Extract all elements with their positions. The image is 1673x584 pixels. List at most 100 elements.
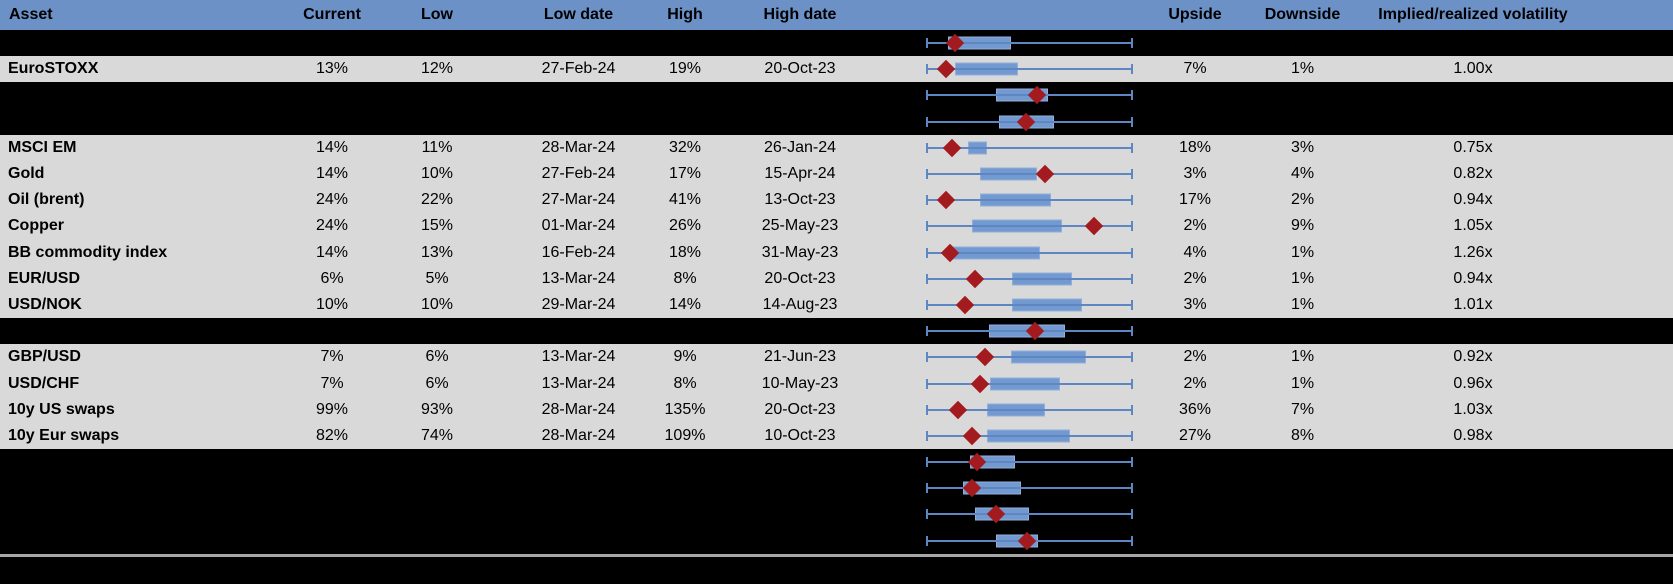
low-date-cell[interactable]: 16-Feb-24 — [541, 243, 616, 261]
high-cell[interactable]: 19% — [668, 60, 702, 78]
col-header-high-date[interactable]: High date — [763, 6, 837, 23]
upside-cell[interactable]: 2% — [1183, 348, 1207, 366]
current-cell[interactable]: 13% — [315, 60, 349, 78]
high-cell[interactable]: 26% — [668, 217, 702, 235]
low-date-cell[interactable]: 28-Mar-24 — [541, 426, 616, 444]
high-date-cell[interactable]: 14-Aug-23 — [762, 295, 838, 313]
hidden-row[interactable] — [0, 527, 1673, 554]
high-date-cell[interactable]: 26-Jan-24 — [763, 138, 837, 156]
hidden-row[interactable] — [0, 318, 1673, 345]
low-cell[interactable]: 6% — [425, 348, 449, 366]
high-date-cell[interactable]: 21-Jun-23 — [763, 348, 837, 366]
high-cell[interactable]: 32% — [668, 138, 702, 156]
downside-cell[interactable]: 9% — [1290, 217, 1315, 235]
high-cell[interactable]: 14% — [668, 295, 702, 313]
asset-cell[interactable]: BB commodity index — [8, 243, 168, 261]
upside-cell[interactable]: 36% — [1178, 400, 1212, 418]
upside-cell[interactable]: 4% — [1183, 243, 1207, 261]
upside-cell[interactable]: 3% — [1183, 295, 1207, 313]
high-date-cell[interactable]: 31-May-23 — [761, 243, 839, 261]
low-date-cell[interactable]: 28-Mar-24 — [541, 400, 616, 418]
high-date-cell[interactable]: 25-May-23 — [761, 217, 839, 235]
impl-real-cell[interactable]: 0.94x — [1453, 191, 1493, 209]
asset-cell[interactable]: Copper — [8, 217, 64, 235]
high-date-cell[interactable]: 10-May-23 — [761, 374, 839, 392]
current-cell[interactable]: 82% — [315, 426, 349, 444]
downside-cell[interactable]: 1% — [1290, 60, 1315, 78]
high-cell[interactable]: 9% — [673, 348, 697, 366]
impl-real-cell[interactable]: 0.82x — [1453, 165, 1493, 183]
current-cell[interactable]: 14% — [315, 243, 349, 261]
asset-cell[interactable]: USD/CHF — [8, 374, 80, 392]
upside-cell[interactable]: 27% — [1178, 426, 1212, 444]
asset-cell[interactable]: 10y Eur swaps — [8, 426, 120, 444]
current-cell[interactable]: 10% — [315, 295, 349, 313]
low-cell[interactable]: 10% — [420, 165, 454, 183]
col-header-low-date[interactable]: Low date — [543, 6, 614, 23]
low-cell[interactable]: 11% — [421, 138, 453, 156]
low-cell[interactable]: 10% — [420, 295, 454, 313]
upside-cell[interactable]: 18% — [1178, 138, 1212, 156]
downside-cell[interactable]: 1% — [1290, 348, 1315, 366]
current-cell[interactable]: 24% — [315, 217, 349, 235]
low-cell[interactable]: 15% — [420, 217, 454, 235]
impl-real-cell[interactable]: 1.05x — [1453, 217, 1493, 235]
impl-real-cell[interactable]: 0.98x — [1453, 426, 1493, 444]
high-cell[interactable]: 109% — [664, 426, 706, 444]
hidden-row[interactable] — [0, 108, 1673, 135]
current-cell[interactable]: 6% — [320, 269, 344, 287]
upside-cell[interactable]: 3% — [1183, 165, 1207, 183]
high-cell[interactable]: 8% — [673, 374, 697, 392]
downside-cell[interactable]: 2% — [1290, 191, 1315, 209]
asset-cell[interactable]: EuroSTOXX — [8, 60, 99, 78]
high-date-cell[interactable]: 20-Oct-23 — [764, 400, 836, 418]
upside-cell[interactable]: 7% — [1183, 60, 1207, 78]
col-header-current[interactable]: Current — [303, 6, 361, 23]
high-cell[interactable]: 18% — [668, 243, 702, 261]
asset-cell[interactable]: 10y US swaps — [8, 400, 115, 418]
asset-cell[interactable]: Gold — [8, 165, 45, 183]
hidden-row[interactable] — [0, 475, 1673, 502]
low-date-cell[interactable]: 27-Feb-24 — [541, 165, 616, 183]
low-cell[interactable]: 22% — [420, 191, 454, 209]
high-date-cell[interactable]: 20-Oct-23 — [764, 269, 836, 287]
downside-cell[interactable]: 7% — [1290, 400, 1315, 418]
asset-cell[interactable]: GBP/USD — [8, 348, 81, 366]
low-cell[interactable]: 13% — [420, 243, 454, 261]
current-cell[interactable]: 14% — [315, 165, 349, 183]
low-cell[interactable]: 5% — [425, 269, 449, 287]
current-cell[interactable]: 14% — [315, 138, 349, 156]
asset-cell[interactable]: MSCI EM — [8, 138, 77, 156]
low-date-cell[interactable]: 27-Feb-24 — [541, 60, 616, 78]
hidden-row[interactable] — [0, 82, 1673, 109]
impl-real-cell[interactable]: 1.00x — [1453, 60, 1493, 78]
high-cell[interactable]: 17% — [668, 165, 702, 183]
downside-cell[interactable]: 1% — [1290, 269, 1315, 287]
high-date-cell[interactable]: 10-Oct-23 — [764, 426, 836, 444]
col-header-implied-realized-volatility[interactable]: Implied/realized volatility — [1378, 6, 1568, 23]
current-cell[interactable]: 7% — [320, 348, 344, 366]
impl-real-cell[interactable]: 1.01x — [1453, 295, 1493, 313]
high-cell[interactable]: 41% — [668, 191, 702, 209]
high-date-cell[interactable]: 20-Oct-23 — [764, 60, 836, 78]
low-date-cell[interactable]: 27-Mar-24 — [541, 191, 616, 209]
asset-cell[interactable]: Oil (brent) — [8, 191, 85, 209]
low-cell[interactable]: 12% — [420, 60, 454, 78]
impl-real-cell[interactable]: 1.26x — [1453, 243, 1493, 261]
high-date-cell[interactable]: 13-Oct-23 — [764, 191, 836, 209]
low-date-cell[interactable]: 28-Mar-24 — [541, 138, 616, 156]
col-header-upside[interactable]: Upside — [1168, 6, 1222, 23]
col-header-low[interactable]: Low — [421, 6, 453, 23]
low-date-cell[interactable]: 29-Mar-24 — [541, 295, 616, 313]
current-cell[interactable]: 99% — [315, 400, 349, 418]
impl-real-cell[interactable]: 0.96x — [1453, 374, 1493, 392]
low-date-cell[interactable]: 13-Mar-24 — [541, 348, 616, 366]
high-cell[interactable]: 8% — [673, 269, 697, 287]
asset-cell[interactable]: USD/NOK — [8, 295, 82, 313]
upside-cell[interactable]: 2% — [1183, 269, 1207, 287]
downside-cell[interactable]: 1% — [1290, 243, 1315, 261]
upside-cell[interactable]: 2% — [1183, 374, 1207, 392]
current-cell[interactable]: 7% — [320, 374, 344, 392]
downside-cell[interactable]: 4% — [1290, 165, 1315, 183]
col-header-asset[interactable]: Asset — [9, 6, 53, 23]
